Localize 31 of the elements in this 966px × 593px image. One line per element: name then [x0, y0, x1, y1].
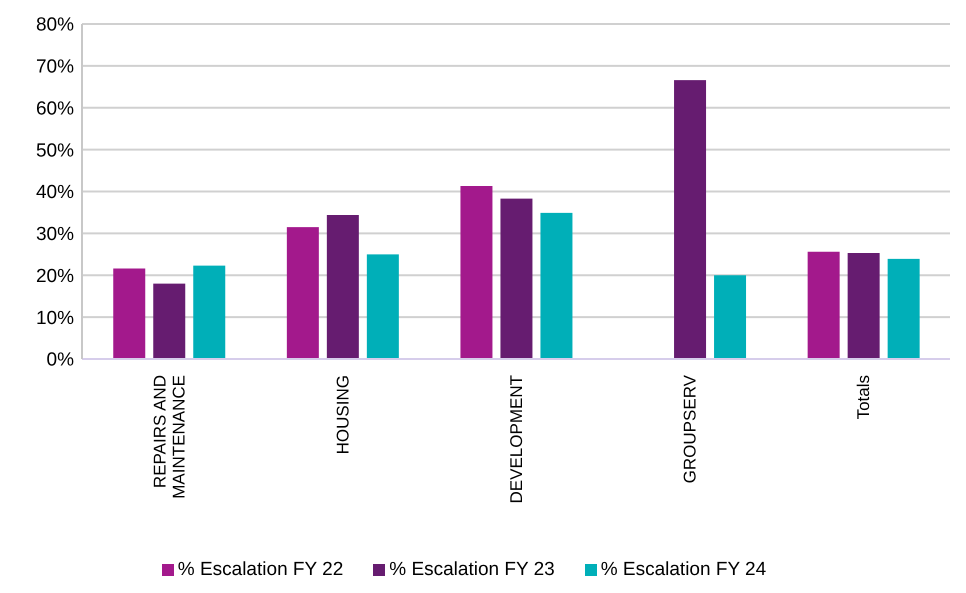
bar [540, 212, 572, 359]
bar [714, 275, 746, 359]
bar [888, 258, 920, 359]
bar [193, 266, 226, 359]
y-tick-label: 80% [36, 14, 74, 36]
y-tick-label: 0% [46, 350, 74, 371]
x-tick-label: GROUPSERV [680, 374, 700, 484]
y-tick-label: 20% [36, 266, 74, 287]
y-tick-label: 40% [36, 182, 74, 204]
bar [326, 214, 359, 359]
y-tick-label: 50% [36, 140, 74, 162]
y-tick-label: 60% [36, 98, 74, 120]
bar [286, 227, 319, 359]
legend-label: % Escalation FY 23 [389, 559, 555, 580]
bar [808, 252, 840, 359]
x-tick-label: REPAIRS AND MAINTENANCE [150, 375, 188, 499]
bar [460, 186, 492, 359]
legend-label: % Escalation FY 22 [178, 559, 344, 580]
bar [674, 80, 706, 359]
legend-label: % Escalation FY 24 [600, 559, 766, 580]
bar [848, 253, 880, 359]
x-tick-label: DEVELOPMENT [507, 375, 526, 504]
bar [113, 268, 146, 359]
bar [500, 198, 532, 359]
y-tick-label: 30% [36, 224, 74, 246]
x-tick-label: HOUSING [333, 375, 352, 454]
bar [366, 254, 399, 359]
bar [153, 284, 186, 359]
x-tick-label: Totals [854, 375, 874, 420]
y-tick-label: 70% [36, 56, 74, 78]
y-tick-label: 10% [36, 308, 74, 329]
